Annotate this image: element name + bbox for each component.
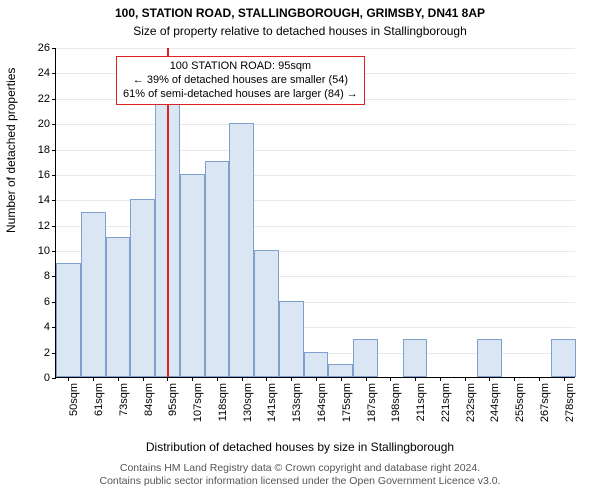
xtick-label: 130sqm xyxy=(242,383,254,422)
xtick-mark xyxy=(341,377,342,381)
chart-title-line1: 100, STATION ROAD, STALLINGBOROUGH, GRIM… xyxy=(0,6,600,20)
annotation-line2: ← 39% of detached houses are smaller (54… xyxy=(123,74,358,88)
xtick-mark xyxy=(291,377,292,381)
grid-line xyxy=(56,175,575,176)
xtick-mark xyxy=(68,377,69,381)
ytick-mark xyxy=(52,251,56,252)
histogram-bar xyxy=(403,339,428,377)
footer-line1: Contains HM Land Registry data © Crown c… xyxy=(0,462,600,475)
annotation-box: 100 STATION ROAD: 95sqm ← 39% of detache… xyxy=(116,56,365,105)
xtick-label: 141sqm xyxy=(266,383,278,422)
histogram-bar xyxy=(130,199,155,377)
histogram-bar xyxy=(56,263,81,377)
xtick-label: 84sqm xyxy=(143,383,155,416)
xtick-label: 107sqm xyxy=(192,383,204,422)
ytick-mark xyxy=(52,150,56,151)
xtick-mark xyxy=(242,377,243,381)
xtick-mark xyxy=(192,377,193,381)
annotation-line3: 61% of semi-detached houses are larger (… xyxy=(123,88,358,102)
ytick-label: 2 xyxy=(44,347,50,359)
xtick-mark xyxy=(93,377,94,381)
ytick-mark xyxy=(52,378,56,379)
xtick-mark xyxy=(465,377,466,381)
ytick-label: 22 xyxy=(38,93,50,105)
annotation-line1: 100 STATION ROAD: 95sqm xyxy=(123,60,358,74)
histogram-bar xyxy=(81,212,106,377)
xtick-mark xyxy=(316,377,317,381)
xtick-mark xyxy=(167,377,168,381)
footer-attribution: Contains HM Land Registry data © Crown c… xyxy=(0,462,600,488)
ytick-mark xyxy=(52,200,56,201)
xtick-mark xyxy=(539,377,540,381)
xtick-label: 244sqm xyxy=(489,383,501,422)
xtick-label: 278sqm xyxy=(564,383,576,422)
footer-line2: Contains public sector information licen… xyxy=(0,475,600,488)
grid-line xyxy=(56,48,575,49)
xtick-mark xyxy=(143,377,144,381)
xtick-label: 187sqm xyxy=(366,383,378,422)
ytick-label: 20 xyxy=(38,118,50,130)
xtick-label: 73sqm xyxy=(118,383,130,416)
xtick-label: 211sqm xyxy=(415,383,427,421)
ytick-label: 4 xyxy=(44,321,50,333)
xtick-label: 175sqm xyxy=(341,383,353,422)
xtick-label: 118sqm xyxy=(217,383,229,421)
xtick-label: 255sqm xyxy=(514,383,526,422)
histogram-bar xyxy=(477,339,502,377)
histogram-bar xyxy=(106,237,131,377)
ytick-label: 24 xyxy=(38,67,50,79)
ytick-label: 18 xyxy=(38,144,50,156)
ytick-label: 6 xyxy=(44,296,50,308)
ytick-label: 26 xyxy=(38,42,50,54)
chart-title-line2: Size of property relative to detached ho… xyxy=(0,24,600,38)
ytick-label: 14 xyxy=(38,194,50,206)
ytick-label: 16 xyxy=(38,169,50,181)
ytick-mark xyxy=(52,124,56,125)
plot-area: 0246810121416182022242650sqm61sqm73sqm84… xyxy=(55,48,575,378)
ytick-mark xyxy=(52,73,56,74)
histogram-bar xyxy=(304,352,329,377)
xtick-mark xyxy=(489,377,490,381)
histogram-bar xyxy=(279,301,304,377)
xtick-mark xyxy=(440,377,441,381)
ytick-label: 8 xyxy=(44,270,50,282)
xtick-mark xyxy=(564,377,565,381)
histogram-bar xyxy=(254,250,279,377)
xtick-mark xyxy=(266,377,267,381)
xtick-label: 164sqm xyxy=(316,383,328,422)
xtick-label: 198sqm xyxy=(390,383,402,422)
ytick-mark xyxy=(52,175,56,176)
xtick-label: 50sqm xyxy=(68,383,80,416)
xtick-label: 61sqm xyxy=(93,383,105,416)
xtick-mark xyxy=(366,377,367,381)
xtick-mark xyxy=(118,377,119,381)
xtick-label: 232sqm xyxy=(465,383,477,422)
ytick-label: 0 xyxy=(44,372,50,384)
grid-line xyxy=(56,150,575,151)
histogram-bar xyxy=(328,364,353,377)
ytick-mark xyxy=(52,99,56,100)
x-axis-label: Distribution of detached houses by size … xyxy=(0,440,600,454)
xtick-mark xyxy=(390,377,391,381)
xtick-mark xyxy=(217,377,218,381)
grid-line xyxy=(56,124,575,125)
xtick-label: 95sqm xyxy=(167,383,179,416)
histogram-bar xyxy=(229,123,254,377)
ytick-mark xyxy=(52,48,56,49)
histogram-bar xyxy=(353,339,378,377)
xtick-label: 153sqm xyxy=(291,383,303,422)
histogram-bar xyxy=(551,339,576,377)
xtick-mark xyxy=(514,377,515,381)
ytick-mark xyxy=(52,226,56,227)
histogram-bar xyxy=(205,161,230,377)
xtick-label: 221sqm xyxy=(440,383,452,422)
xtick-mark xyxy=(415,377,416,381)
chart-container: 100, STATION ROAD, STALLINGBOROUGH, GRIM… xyxy=(0,0,600,500)
histogram-bar xyxy=(180,174,205,377)
xtick-label: 267sqm xyxy=(539,383,551,422)
ytick-label: 10 xyxy=(38,245,50,257)
y-axis-label: Number of detached properties xyxy=(4,68,18,233)
ytick-label: 12 xyxy=(38,220,50,232)
